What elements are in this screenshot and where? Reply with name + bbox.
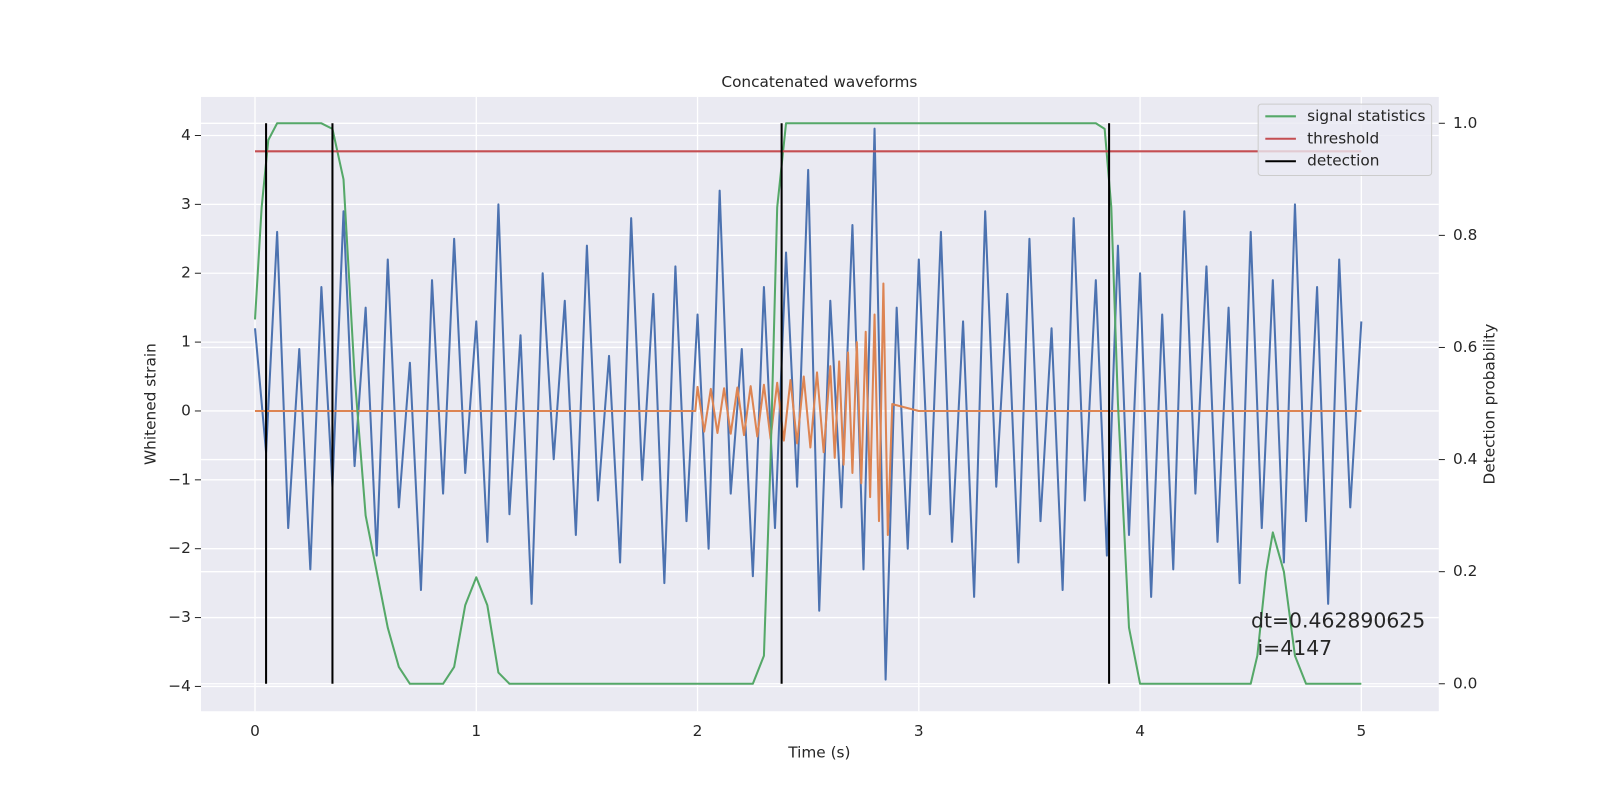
y-tick-label: −2: [168, 539, 191, 557]
x-tick-label: 1: [471, 722, 481, 740]
y-tick-label: −4: [168, 677, 191, 695]
y-tick-label: −1: [168, 470, 191, 488]
ticks: 0 1 2 3 4 5 −4 −3 −2 −1 0 1 2 3 4 0.0 0.2 0.4 0.6 0.8 1.0: [168, 114, 1477, 740]
chart-title: Concatenated waveforms: [721, 73, 917, 91]
y-tick-label: 0: [181, 401, 191, 419]
y-tick-label: 2: [181, 264, 191, 282]
x-axis-label: Time (s): [787, 744, 850, 762]
legend-label: threshold: [1307, 129, 1379, 147]
legend: signal statistics threshold detection: [1257, 103, 1433, 177]
series-line: [253, 127, 1363, 681]
y-axis-label: Whitened strain: [142, 343, 160, 465]
x-tick-label: 0: [250, 722, 260, 740]
x-tick-label: 5: [1356, 722, 1366, 740]
annotation: dt=0.462890625: [1251, 608, 1425, 632]
y-tick-label: 3: [181, 195, 191, 213]
legend-box: [1257, 103, 1433, 177]
y-tick-label: −3: [168, 608, 191, 626]
y2-tick-label: 0.2: [1453, 562, 1477, 580]
y2-tick-label: 0.8: [1453, 226, 1477, 244]
series-line: [255, 282, 1362, 536]
y-tick-label: 1: [181, 333, 191, 351]
y2-tick-label: 0.0: [1453, 674, 1477, 692]
legend-label: detection: [1307, 152, 1379, 170]
y2-tick-label: 0.4: [1453, 450, 1477, 468]
marks: [253, 122, 1363, 685]
y2-tick-label: 1.0: [1453, 114, 1477, 132]
y2-axis-label: Detection probability: [1480, 324, 1498, 485]
legend-label: signal statistics: [1307, 107, 1425, 125]
x-tick-label: 4: [1135, 722, 1145, 740]
y-tick-label: 4: [181, 126, 191, 144]
series-line: [253, 122, 1362, 685]
x-tick-label: 3: [914, 722, 924, 740]
y2-tick-label: 0.6: [1453, 338, 1477, 356]
x-tick-label: 2: [693, 722, 703, 740]
annotation: i=4147: [1251, 636, 1332, 660]
